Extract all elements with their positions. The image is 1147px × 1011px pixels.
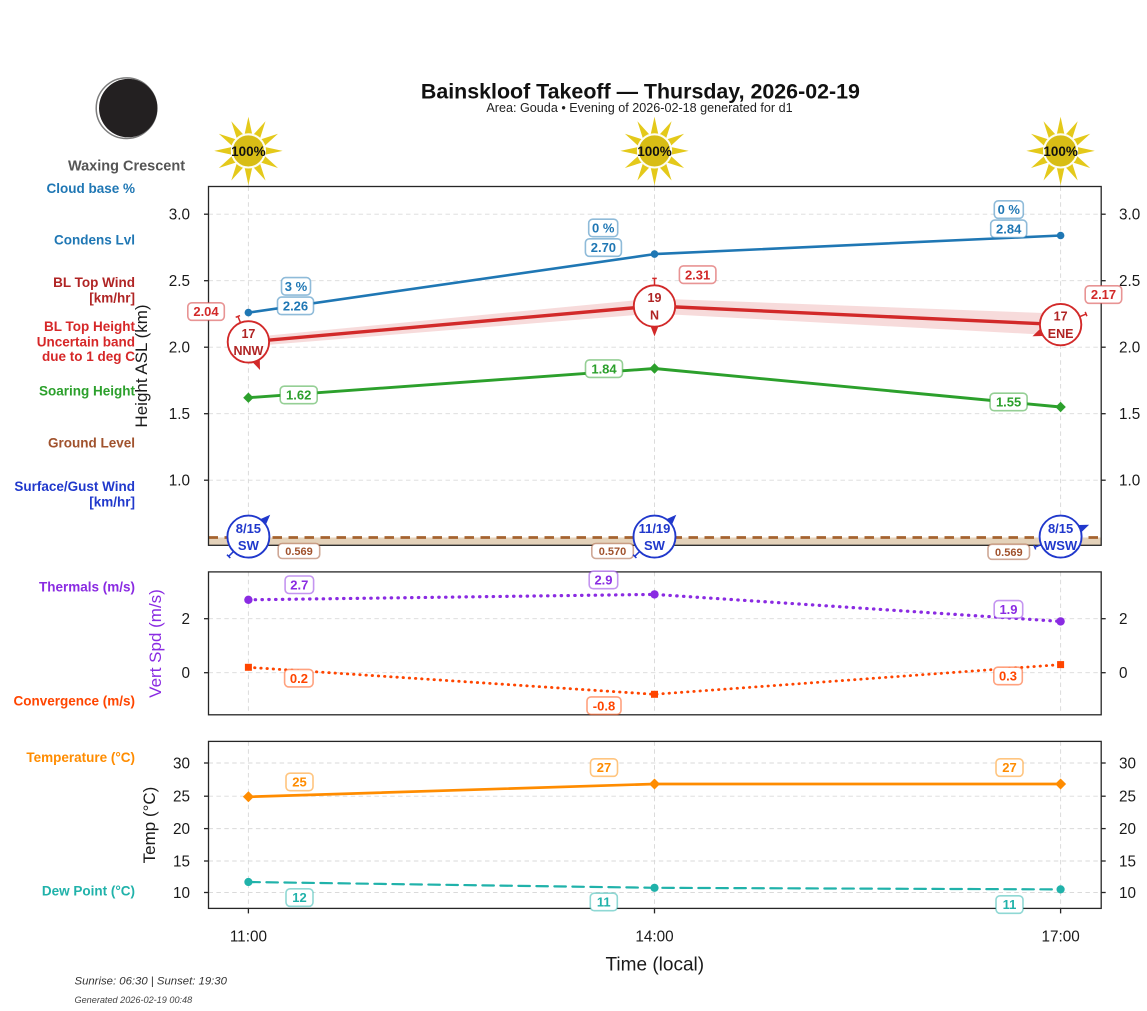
svg-text:1.62: 1.62 — [286, 388, 311, 403]
svg-text:0: 0 — [181, 665, 190, 682]
svg-text:[km/hr]: [km/hr] — [89, 494, 135, 509]
svg-text:[km/hr]: [km/hr] — [89, 291, 135, 306]
svg-text:11: 11 — [1003, 897, 1017, 912]
svg-text:1.0: 1.0 — [169, 473, 190, 490]
svg-text:20: 20 — [173, 821, 190, 838]
svg-text:2.84: 2.84 — [996, 221, 1022, 236]
svg-text:11:00: 11:00 — [230, 929, 267, 946]
svg-text:0.570: 0.570 — [599, 546, 627, 558]
svg-text:2.9: 2.9 — [594, 573, 612, 588]
svg-text:due to 1 deg C: due to 1 deg C — [42, 349, 135, 364]
svg-text:2.7: 2.7 — [290, 577, 308, 592]
svg-text:Temp (°C): Temp (°C) — [140, 787, 159, 864]
svg-text:Dew Point (°C): Dew Point (°C) — [42, 884, 135, 899]
svg-text:1.84: 1.84 — [591, 361, 617, 376]
svg-text:8/15: 8/15 — [1048, 521, 1073, 536]
svg-text:27: 27 — [597, 760, 611, 775]
svg-text:2.26: 2.26 — [283, 298, 308, 313]
svg-text:Cloud base %: Cloud base % — [46, 181, 135, 196]
svg-text:0.2: 0.2 — [290, 671, 308, 686]
svg-text:BL Top Height: BL Top Height — [44, 319, 135, 334]
svg-text:100%: 100% — [1043, 144, 1078, 159]
svg-text:17:00: 17:00 — [1041, 929, 1079, 946]
svg-text:8/15: 8/15 — [236, 521, 261, 536]
svg-text:Surface/Gust Wind: Surface/Gust Wind — [14, 479, 135, 494]
svg-text:Height ASL (km): Height ASL (km) — [132, 304, 151, 427]
svg-text:2.5: 2.5 — [1119, 273, 1140, 290]
svg-text:Ground Level: Ground Level — [48, 435, 135, 450]
svg-text:2.0: 2.0 — [1119, 340, 1140, 357]
svg-text:Condens Lvl: Condens Lvl — [54, 232, 135, 247]
svg-text:Soaring Height: Soaring Height — [39, 384, 136, 399]
svg-text:N: N — [650, 308, 659, 322]
svg-text:1.0: 1.0 — [1119, 473, 1140, 490]
svg-text:11: 11 — [597, 895, 611, 910]
svg-text:2: 2 — [181, 611, 190, 628]
svg-text:SW: SW — [238, 538, 260, 553]
svg-text:3.0: 3.0 — [1119, 207, 1140, 224]
svg-text:14:00: 14:00 — [635, 929, 673, 946]
svg-text:30: 30 — [173, 756, 190, 773]
svg-text:1.5: 1.5 — [169, 406, 190, 423]
svg-text:15: 15 — [173, 854, 190, 871]
svg-text:WSW: WSW — [1044, 538, 1078, 553]
svg-text:2.0: 2.0 — [169, 340, 190, 357]
svg-text:100%: 100% — [231, 144, 266, 159]
svg-text:17: 17 — [241, 327, 255, 341]
svg-text:0.569: 0.569 — [285, 546, 313, 558]
svg-text:1.5: 1.5 — [1119, 406, 1140, 423]
svg-text:2.17: 2.17 — [1091, 287, 1116, 302]
svg-text:27: 27 — [1002, 760, 1016, 775]
svg-text:25: 25 — [292, 775, 306, 790]
svg-text:10: 10 — [1119, 885, 1136, 902]
svg-text:2.04: 2.04 — [193, 304, 219, 319]
svg-text:11/19: 11/19 — [639, 521, 671, 536]
svg-text:19: 19 — [648, 291, 662, 305]
svg-text:Waxing Crescent: Waxing Crescent — [68, 159, 185, 175]
svg-text:Time (local): Time (local) — [606, 955, 705, 976]
svg-text:NNW: NNW — [233, 344, 263, 358]
svg-text:30: 30 — [1119, 756, 1136, 773]
svg-text:20: 20 — [1119, 821, 1136, 838]
svg-text:Sunrise: 06:30 | Sunset: 19:30: Sunrise: 06:30 | Sunset: 19:30 — [75, 976, 228, 988]
svg-text:2.5: 2.5 — [169, 273, 190, 290]
svg-text:0.569: 0.569 — [995, 547, 1023, 559]
svg-text:1.55: 1.55 — [996, 395, 1021, 410]
svg-text:BL Top Wind: BL Top Wind — [53, 275, 135, 290]
svg-text:0 %: 0 % — [998, 202, 1021, 217]
svg-text:Uncertain band: Uncertain band — [37, 335, 135, 350]
svg-text:100%: 100% — [637, 144, 672, 159]
svg-text:0: 0 — [1119, 665, 1128, 682]
svg-text:2.31: 2.31 — [685, 267, 710, 282]
svg-text:3 %: 3 % — [285, 279, 308, 294]
svg-text:1.9: 1.9 — [999, 602, 1017, 617]
svg-text:ENE: ENE — [1048, 327, 1074, 341]
svg-text:3.0: 3.0 — [169, 207, 190, 224]
svg-text:0.3: 0.3 — [999, 669, 1017, 684]
svg-text:15: 15 — [1119, 854, 1136, 871]
svg-text:0 %: 0 % — [592, 221, 615, 236]
svg-text:2.70: 2.70 — [591, 240, 616, 255]
svg-text:12: 12 — [292, 890, 306, 905]
svg-text:Thermals (m/s): Thermals (m/s) — [39, 580, 135, 595]
svg-text:Convergence (m/s): Convergence (m/s) — [13, 694, 135, 709]
svg-text:Bainskloof Takeoff — Thursday,: Bainskloof Takeoff — Thursday, 2026-02-1… — [421, 80, 860, 104]
svg-text:10: 10 — [173, 885, 190, 902]
svg-text:-0.8: -0.8 — [593, 698, 615, 713]
svg-text:25: 25 — [173, 789, 190, 806]
svg-text:2: 2 — [1119, 611, 1128, 628]
svg-text:17: 17 — [1054, 310, 1068, 324]
svg-text:Generated 2026-02-19 00:48: Generated 2026-02-19 00:48 — [75, 995, 194, 1005]
svg-text:25: 25 — [1119, 789, 1136, 806]
svg-text:Temperature (°C): Temperature (°C) — [26, 750, 135, 765]
svg-text:Vert Spd (m/s): Vert Spd (m/s) — [146, 589, 165, 698]
svg-text:Area: Gouda • Evening of 2026-: Area: Gouda • Evening of 2026-02-18 gene… — [486, 101, 792, 115]
svg-text:SW: SW — [644, 538, 666, 553]
